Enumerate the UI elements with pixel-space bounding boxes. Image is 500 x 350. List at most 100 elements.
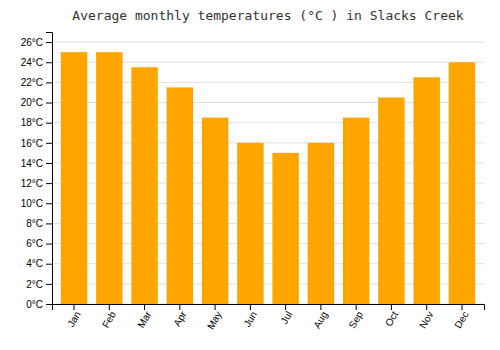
y-tick-mark xyxy=(46,223,52,224)
x-tick: Dec xyxy=(452,304,470,330)
x-tick-mark xyxy=(179,304,180,310)
title: Average monthly temperatures (°C ) in Sl… xyxy=(72,8,464,23)
y-tick-label: 20°C xyxy=(21,97,43,108)
y-tick: 0°C xyxy=(26,299,52,310)
x-tick-mark xyxy=(285,304,286,310)
y-tick: 10°C xyxy=(21,198,52,209)
y-tick-label: 16°C xyxy=(21,138,43,149)
x-tick: Jul xyxy=(278,304,294,326)
y-tick: 20°C xyxy=(21,97,52,108)
y-tick: 26°C xyxy=(21,37,52,48)
y-tick-label: 18°C xyxy=(21,117,43,128)
x-tick: Jun xyxy=(242,304,260,329)
x-axis-line xyxy=(53,305,485,311)
chart-container: 0°C 2°C 4°C 6°C 8°C 10°C 12°C 14°C 16°C 18°C 20°C 2… xyxy=(0,0,500,350)
y-tick-mark xyxy=(46,183,52,184)
x-tick-mark xyxy=(391,304,392,310)
x-tick: Sep xyxy=(346,304,365,330)
x-tick: Oct xyxy=(383,304,400,328)
y-tick-mark xyxy=(46,284,52,285)
x-tick-label: Nov xyxy=(417,309,435,330)
y-tick-label: 2°C xyxy=(26,279,43,290)
x-tick-mark xyxy=(320,304,321,310)
y-tick-label: 24°C xyxy=(21,57,43,68)
bar xyxy=(413,77,439,304)
bar xyxy=(96,52,122,304)
x-tick-mark xyxy=(250,304,251,310)
y-tick: 12°C xyxy=(21,178,52,189)
bar xyxy=(131,67,157,304)
y-tick-mark xyxy=(46,143,52,144)
y-tick: 4°C xyxy=(26,258,52,269)
bar xyxy=(61,52,87,304)
x-tick-mark xyxy=(109,304,110,310)
bar xyxy=(308,143,334,304)
y-tick-label: 8°C xyxy=(26,218,43,229)
y-tick-mark xyxy=(46,42,52,43)
x-tick: Jan xyxy=(65,304,83,329)
y-tick-mark xyxy=(46,244,52,245)
y-tick: 18°C xyxy=(21,117,52,128)
y-axis-line xyxy=(46,33,53,305)
y-tick-label: 22°C xyxy=(21,77,43,88)
y-tick-label: 4°C xyxy=(26,258,43,269)
x-tick: Feb xyxy=(100,304,118,330)
x-tick-label: Apr xyxy=(171,309,189,329)
x-tick-label: Jan xyxy=(65,309,83,328)
x-tick-mark xyxy=(215,304,216,310)
y-tick-mark xyxy=(46,163,52,164)
bar xyxy=(449,62,475,304)
y-tick-mark xyxy=(46,203,52,204)
bar xyxy=(272,153,298,304)
y-tick-label: 0°C xyxy=(26,299,43,310)
x-tick-label: Aug xyxy=(311,309,329,330)
y-tick-mark xyxy=(46,103,52,104)
x-tick-mark xyxy=(426,304,427,310)
x-tick-label: Feb xyxy=(100,309,118,330)
y-tick-mark xyxy=(46,264,52,265)
x-tick: Nov xyxy=(417,304,435,330)
y-tick-label: 14°C xyxy=(21,158,43,169)
y-tick: 2°C xyxy=(26,279,52,290)
bar xyxy=(202,118,228,304)
x-tick-label: Jul xyxy=(278,309,294,326)
x-tick-label: Jun xyxy=(242,309,260,328)
bar xyxy=(167,87,193,304)
y-tick-mark xyxy=(46,82,52,83)
x-tick-label: May xyxy=(205,309,224,331)
y-tick-label: 12°C xyxy=(21,178,43,189)
bar xyxy=(237,143,263,304)
x-tick: Mar xyxy=(135,304,153,330)
y-tick: 24°C xyxy=(21,57,52,68)
bar xyxy=(343,118,369,304)
x-tick: Aug xyxy=(311,304,329,330)
y-tick: 22°C xyxy=(21,77,52,88)
x-tick-mark xyxy=(144,304,145,310)
y-tick: 14°C xyxy=(21,158,52,169)
x-tick-label: Mar xyxy=(135,309,153,330)
x-tick: Apr xyxy=(171,304,189,328)
plot: 0°C 2°C 4°C 6°C 8°C 10°C 12°C 14°C 16°C 18°C 20°C 2… xyxy=(21,33,485,332)
x-tick-label: Dec xyxy=(452,309,470,330)
y-tick: 6°C xyxy=(26,238,52,249)
x-tick-mark xyxy=(74,304,75,310)
x-tick-label: Sep xyxy=(346,309,365,330)
y-axis: 0°C 2°C 4°C 6°C 8°C 10°C 12°C 14°C 16°C 18°C 20°C 2… xyxy=(21,33,53,310)
x-tick-mark xyxy=(461,304,462,310)
y-tick-mark xyxy=(46,62,52,63)
y-tick-label: 26°C xyxy=(21,37,43,48)
y-tick-mark xyxy=(46,123,52,124)
x-tick: May xyxy=(205,304,224,331)
y-tick: 8°C xyxy=(26,218,52,229)
bar xyxy=(378,97,404,304)
grid xyxy=(52,42,484,304)
y-tick: 16°C xyxy=(21,138,52,149)
y-tick-label: 10°C xyxy=(21,198,43,209)
bars xyxy=(61,52,475,304)
x-tick-label: Oct xyxy=(383,309,400,328)
y-tick-label: 6°C xyxy=(26,238,43,249)
x-tick-mark xyxy=(356,304,357,310)
y-tick-mark xyxy=(46,304,52,305)
grid-line xyxy=(52,42,484,43)
x-axis: Jan Feb Mar Apr May Jun Jul Aug Sep Oct Nov Dec xyxy=(53,304,485,331)
